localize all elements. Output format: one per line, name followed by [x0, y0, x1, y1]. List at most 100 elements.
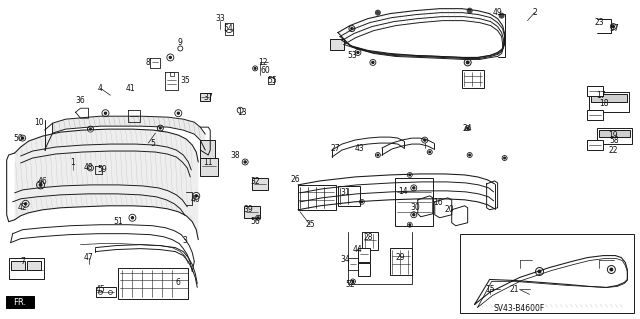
Bar [395, 178, 433, 226]
Circle shape [361, 201, 363, 203]
Text: 46: 46 [38, 177, 47, 186]
Circle shape [351, 27, 353, 30]
Text: 32: 32 [250, 177, 260, 186]
Text: 43: 43 [355, 144, 365, 152]
Bar [588, 110, 604, 120]
Text: 14: 14 [398, 187, 408, 197]
Text: 18: 18 [600, 99, 609, 108]
Text: 54: 54 [223, 24, 233, 33]
Bar [200, 93, 210, 101]
Circle shape [409, 224, 411, 226]
Bar [200, 158, 218, 176]
Text: 48: 48 [84, 163, 93, 173]
Circle shape [468, 154, 470, 156]
Circle shape [104, 112, 107, 115]
Bar [460, 234, 634, 313]
Circle shape [504, 157, 506, 159]
Text: 20: 20 [445, 205, 454, 214]
Circle shape [376, 10, 380, 15]
Polygon shape [11, 298, 31, 306]
Text: 16: 16 [433, 198, 442, 207]
Text: 37: 37 [204, 93, 213, 102]
Text: 33: 33 [215, 14, 225, 23]
Bar [338, 186, 360, 206]
Text: SV43-B4600F: SV43-B4600F [494, 304, 545, 313]
Bar [358, 263, 370, 277]
Bar [461, 70, 484, 88]
Circle shape [22, 137, 24, 139]
Text: 40: 40 [190, 195, 200, 204]
Text: 12: 12 [259, 58, 268, 67]
Text: FR.: FR. [13, 298, 26, 307]
Text: 60: 60 [260, 66, 270, 75]
Circle shape [499, 13, 504, 18]
Text: 22: 22 [609, 145, 618, 154]
Text: 44: 44 [353, 245, 363, 254]
Circle shape [466, 61, 469, 64]
Bar [362, 232, 378, 249]
Text: 15: 15 [485, 285, 495, 294]
Circle shape [352, 280, 354, 282]
Circle shape [538, 270, 541, 273]
Circle shape [424, 139, 426, 141]
Text: 49: 49 [493, 8, 502, 17]
Text: 2: 2 [532, 8, 537, 17]
Text: 47: 47 [84, 253, 93, 262]
Text: 53: 53 [347, 51, 357, 60]
Circle shape [413, 187, 415, 189]
Text: 56: 56 [250, 217, 260, 226]
Bar [97, 287, 116, 297]
Text: 7: 7 [20, 257, 25, 266]
Bar [27, 261, 40, 270]
Bar [390, 248, 412, 276]
Text: 30: 30 [410, 203, 420, 212]
Bar [118, 268, 188, 300]
Text: 57: 57 [609, 24, 620, 33]
Bar [588, 140, 604, 150]
Text: 39: 39 [243, 205, 253, 214]
Text: 35: 35 [180, 76, 190, 85]
Circle shape [90, 128, 92, 130]
Text: 34: 34 [340, 255, 350, 264]
Bar [252, 178, 268, 190]
Polygon shape [15, 129, 198, 240]
Circle shape [429, 151, 431, 153]
Text: 4: 4 [98, 84, 103, 93]
Text: 9: 9 [178, 38, 183, 47]
Text: 13: 13 [237, 108, 247, 117]
Circle shape [177, 112, 179, 115]
Text: 21: 21 [510, 285, 519, 294]
Text: 25: 25 [305, 220, 315, 229]
Text: 10: 10 [34, 118, 44, 127]
Circle shape [356, 51, 359, 54]
Circle shape [159, 127, 161, 129]
Polygon shape [52, 116, 205, 150]
Text: 19: 19 [609, 130, 618, 140]
Circle shape [610, 268, 613, 271]
Circle shape [372, 61, 374, 63]
Bar [358, 248, 370, 262]
Text: 24: 24 [463, 124, 472, 133]
Text: 1: 1 [70, 159, 75, 167]
Text: 38: 38 [230, 151, 240, 160]
Text: 36: 36 [76, 96, 85, 105]
Text: 42: 42 [18, 203, 28, 212]
Bar [200, 140, 215, 158]
Bar [9, 257, 44, 279]
Bar [589, 92, 629, 112]
Bar [6, 296, 34, 308]
Text: 17: 17 [596, 91, 606, 100]
Circle shape [244, 161, 246, 163]
Circle shape [169, 56, 172, 59]
Circle shape [39, 183, 42, 186]
Circle shape [24, 203, 27, 205]
Circle shape [254, 67, 256, 70]
Bar [298, 185, 336, 210]
Bar [600, 130, 630, 137]
Circle shape [612, 26, 614, 28]
Bar [11, 261, 25, 270]
Text: 8: 8 [146, 58, 151, 67]
Text: 6: 6 [176, 278, 180, 287]
Circle shape [409, 174, 411, 176]
Circle shape [257, 217, 259, 219]
